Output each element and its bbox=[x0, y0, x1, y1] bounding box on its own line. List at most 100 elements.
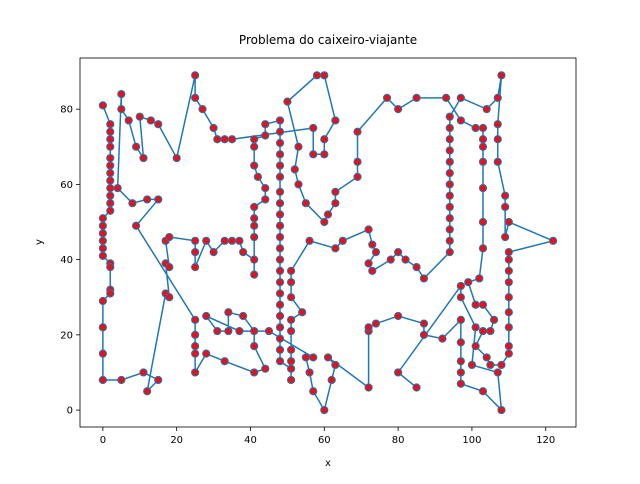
city-point bbox=[441, 93, 451, 102]
city-point bbox=[154, 195, 163, 204]
city-point bbox=[250, 232, 259, 242]
city-point bbox=[264, 326, 274, 336]
city-point bbox=[198, 105, 207, 114]
plot-frame bbox=[79, 57, 577, 428]
city-point bbox=[478, 123, 488, 133]
city-point bbox=[338, 236, 347, 245]
city-point bbox=[98, 296, 107, 306]
city-point bbox=[209, 247, 218, 257]
city-point bbox=[191, 263, 200, 272]
city-point bbox=[482, 105, 491, 114]
city-point bbox=[497, 71, 506, 80]
city-point bbox=[331, 244, 340, 253]
city-point bbox=[275, 255, 285, 264]
city-point bbox=[371, 319, 381, 328]
city-point bbox=[364, 383, 373, 392]
city-point bbox=[191, 236, 200, 245]
city-point bbox=[250, 342, 259, 351]
city-point bbox=[456, 315, 465, 324]
city-point bbox=[275, 150, 285, 159]
city-point bbox=[286, 357, 296, 366]
city-point bbox=[353, 127, 362, 136]
city-point bbox=[368, 266, 377, 275]
city-point bbox=[445, 123, 454, 133]
city-point bbox=[250, 326, 259, 336]
city-point bbox=[253, 172, 262, 181]
city-point bbox=[419, 330, 429, 339]
city-point bbox=[394, 368, 403, 377]
city-point bbox=[106, 263, 115, 272]
city-point bbox=[98, 349, 107, 358]
city-point bbox=[106, 206, 115, 215]
city-point bbox=[412, 383, 421, 392]
city-point bbox=[275, 357, 285, 366]
city-point bbox=[386, 255, 395, 264]
city-point bbox=[286, 293, 296, 302]
city-point bbox=[275, 266, 285, 275]
city-point bbox=[464, 278, 473, 287]
city-point bbox=[250, 221, 259, 230]
city-point bbox=[143, 195, 152, 204]
city-point bbox=[250, 270, 259, 279]
city-point bbox=[191, 71, 200, 80]
city-point bbox=[275, 161, 285, 170]
city-point bbox=[331, 187, 340, 197]
city-point bbox=[275, 278, 285, 287]
city-point bbox=[154, 375, 163, 385]
city-point bbox=[98, 244, 107, 253]
city-point bbox=[275, 289, 285, 298]
city-point bbox=[261, 364, 270, 373]
city-point bbox=[135, 112, 144, 121]
city-point bbox=[191, 342, 200, 351]
city-point bbox=[364, 225, 373, 234]
city-point bbox=[124, 116, 133, 125]
city-point bbox=[202, 236, 211, 245]
city-point bbox=[286, 326, 296, 336]
city-point bbox=[471, 323, 480, 332]
city-point bbox=[353, 157, 362, 166]
city-point bbox=[320, 150, 329, 159]
city-point bbox=[239, 311, 248, 321]
chart-title: Problema do caixeiro-viajante bbox=[239, 33, 417, 47]
city-point bbox=[497, 405, 506, 415]
city-point bbox=[275, 334, 285, 343]
city-point bbox=[275, 199, 285, 208]
city-point bbox=[98, 214, 107, 223]
city-point bbox=[139, 368, 148, 377]
city-point bbox=[493, 135, 502, 144]
city-point bbox=[309, 387, 318, 396]
city-point bbox=[471, 300, 480, 309]
city-point bbox=[275, 244, 285, 253]
city-point bbox=[98, 221, 107, 230]
city-point bbox=[478, 217, 488, 227]
city-point bbox=[165, 263, 174, 272]
city-point bbox=[394, 311, 403, 321]
city-point bbox=[250, 161, 259, 170]
city-point bbox=[486, 360, 495, 370]
city-point bbox=[456, 116, 465, 125]
city-point bbox=[478, 300, 488, 309]
city-point bbox=[191, 93, 200, 102]
city-point bbox=[489, 315, 499, 324]
city-point bbox=[106, 176, 115, 185]
city-point bbox=[309, 123, 318, 133]
city-point bbox=[371, 247, 381, 257]
city-point bbox=[312, 71, 322, 80]
city-point bbox=[275, 221, 285, 230]
city-point bbox=[320, 217, 329, 227]
city-point bbox=[382, 93, 392, 102]
city-point bbox=[493, 93, 502, 102]
city-point bbox=[286, 345, 296, 354]
city-point bbox=[191, 349, 200, 358]
x-tick-label: 40 bbox=[244, 435, 257, 446]
city-point bbox=[331, 116, 340, 125]
city-point bbox=[331, 360, 340, 370]
city-point bbox=[294, 142, 303, 151]
y-tick-label: 0 bbox=[67, 406, 73, 417]
city-point bbox=[549, 236, 558, 245]
city-point bbox=[250, 135, 259, 144]
city-point bbox=[320, 135, 329, 144]
city-point bbox=[283, 97, 292, 106]
